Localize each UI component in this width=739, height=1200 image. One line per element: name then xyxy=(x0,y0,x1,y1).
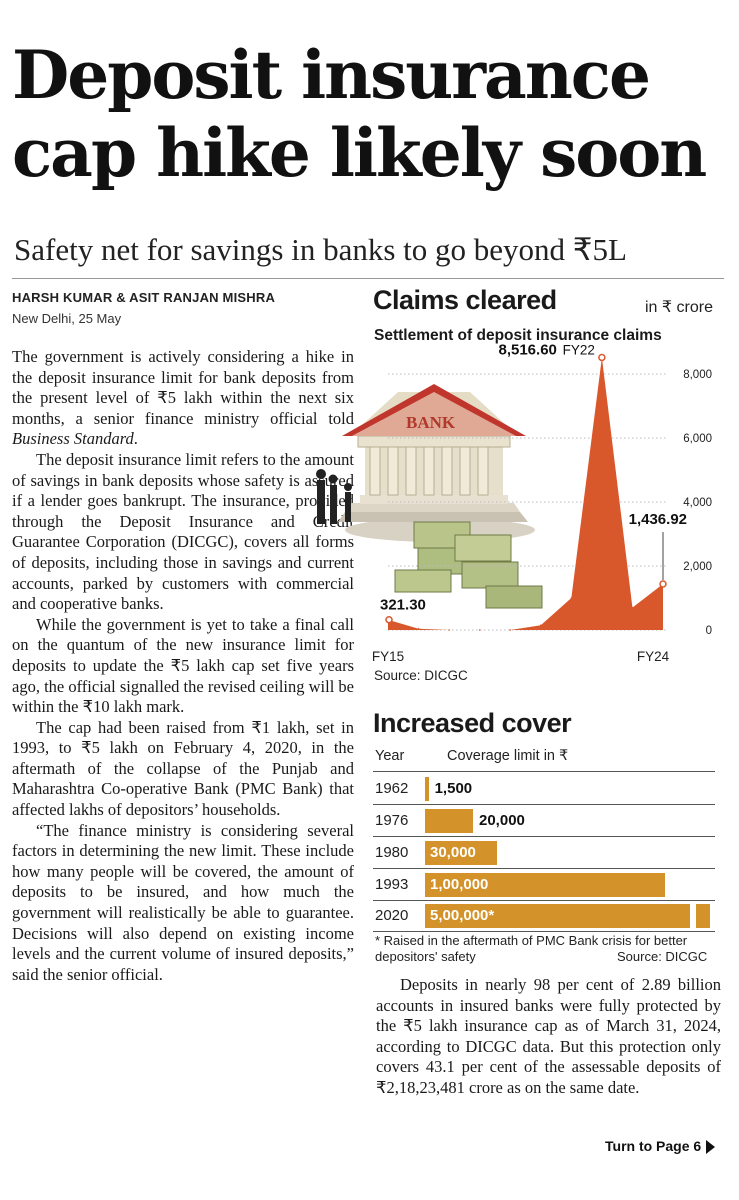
claims-y-tick-label: 0 xyxy=(706,625,712,637)
cover-source: Source: DICGC xyxy=(617,949,708,964)
cover-row-rule xyxy=(373,868,715,869)
claims-y-tick-label: 2,000 xyxy=(683,561,712,573)
cover-value-1993: 1,00,000 xyxy=(430,876,489,893)
claims-chart-unit: in ₹ crore xyxy=(645,299,713,316)
right-paragraph: Deposits in nearly 98 per cent of 2.89 b… xyxy=(376,975,721,1097)
cover-bar-1993 xyxy=(425,873,665,897)
subheadline: Safety net for savings in banks to go be… xyxy=(14,232,627,267)
claims-y-tick-label: 4,000 xyxy=(683,497,712,509)
claims-y-tick-label: 8,000 xyxy=(683,369,712,381)
turn-to-page[interactable]: Turn to Page 6 xyxy=(605,1138,702,1154)
claims-chart-title: Claims cleared xyxy=(373,285,557,315)
cover-header-rule xyxy=(373,771,715,772)
cover-bar-1962 xyxy=(425,777,429,801)
paragraph-1-end: . xyxy=(133,429,138,449)
cover-col-limit: Coverage limit in ₹ xyxy=(447,748,569,764)
cover-year-2020: 2020 xyxy=(375,907,409,924)
claims-x-axis: FY15 FY24 xyxy=(372,649,670,664)
claims-area xyxy=(388,357,663,630)
claims-point-FY20 xyxy=(539,624,542,626)
cover-bar-1976 xyxy=(425,809,473,833)
claims-y-tick-label: 6,000 xyxy=(683,433,712,445)
paragraph-2: The deposit insurance limit refers to th… xyxy=(12,449,354,614)
claims-point-FY21 xyxy=(570,597,573,599)
claims-peak-marker xyxy=(598,353,606,362)
cover-row-rule xyxy=(373,804,715,805)
byline: HARSH KUMAR & ASIT RANJAN MISHRA xyxy=(12,290,276,305)
claims-x-tick-FY24: FY24 xyxy=(637,649,670,664)
claims-data-label-FY24: 1,436.92 xyxy=(629,511,687,528)
cover-value-2020: 5,00,000* xyxy=(430,907,495,924)
claims-peak-year-label: FY22 xyxy=(563,342,595,357)
cover-year-1993: 1993 xyxy=(375,876,409,893)
claims-point-FY23 xyxy=(631,606,634,609)
arrow-right-icon xyxy=(706,1140,715,1154)
paragraph-3: While the government is yet to take a fi… xyxy=(12,614,354,717)
cover-row-rule xyxy=(373,900,715,901)
cover-year-1976: 1976 xyxy=(375,812,409,829)
cover-chart-title: Increased cover xyxy=(373,708,572,738)
paragraph-1-text: The government is actively considering a… xyxy=(12,347,354,428)
dateline: New Delhi, 25 May xyxy=(12,311,122,326)
bank-illustration: BANK xyxy=(316,384,543,609)
cover-bar-2020 xyxy=(425,904,690,928)
claims-source: Source: DICGC xyxy=(374,668,468,683)
claims-end-marker xyxy=(659,580,667,588)
cover-bar-break-2020 xyxy=(696,904,710,928)
cover-year-1980: 1980 xyxy=(375,844,409,861)
claims-point-FY17 xyxy=(448,629,450,631)
claims-point-FY18 xyxy=(478,629,481,631)
cover-year-1962: 1962 xyxy=(375,780,409,797)
claims-start-marker xyxy=(385,615,393,624)
claims-point-FY16 xyxy=(417,627,420,630)
claims-data-labels: 321.30 8,516.60 FY22 1,436.92 xyxy=(380,341,687,624)
article-body: The government is actively considering a… xyxy=(12,347,354,985)
cover-value-1962: 1,500 xyxy=(434,780,473,797)
claims-chart-subtitle: Settlement of deposit insurance claims xyxy=(374,327,662,344)
claims-y-axis: 0 2,000 4,000 6,000 8,000 xyxy=(683,369,712,637)
paragraph-4: The cap had been raised from ₹1 lakh, se… xyxy=(12,717,354,820)
cover-bar-1980 xyxy=(425,841,497,865)
article-body-continued: Deposits in nearly 98 per cent of 2.89 b… xyxy=(376,975,721,1099)
headline-line-2: cap hike likely soon xyxy=(12,114,707,192)
claims-x-tick-FY15: FY15 xyxy=(372,649,404,664)
paragraph-5: “The finance ministry is considering sev… xyxy=(12,820,354,984)
cover-footnote: * Raised in the aftermath of PMC Bank cr… xyxy=(375,933,688,964)
headline-line-1: Deposit insurance xyxy=(12,36,651,114)
claims-point-FY19 xyxy=(509,629,512,631)
paragraph-1: The government is actively considering a… xyxy=(12,347,354,450)
claims-chart: BANK 0 2,000 4,000 6,000 8,000 321.30 8,516.6… xyxy=(316,341,712,683)
bank-sign: BANK xyxy=(406,413,456,432)
cover-value-1976: 20,000 xyxy=(479,812,525,829)
cover-row-rule xyxy=(373,931,715,932)
cover-col-year: Year xyxy=(375,748,405,764)
cover-value-1980: 30,000 xyxy=(430,844,476,861)
claims-data-label-FY15: 321.30 xyxy=(380,597,426,614)
cover-row-rule xyxy=(373,836,715,837)
claims-data-label-FY22: 8,516.60 xyxy=(498,341,556,358)
divider xyxy=(12,278,724,279)
headline: Deposit insurance cap hike likely soon xyxy=(12,36,732,192)
publication-name: Business Standard xyxy=(12,429,134,449)
